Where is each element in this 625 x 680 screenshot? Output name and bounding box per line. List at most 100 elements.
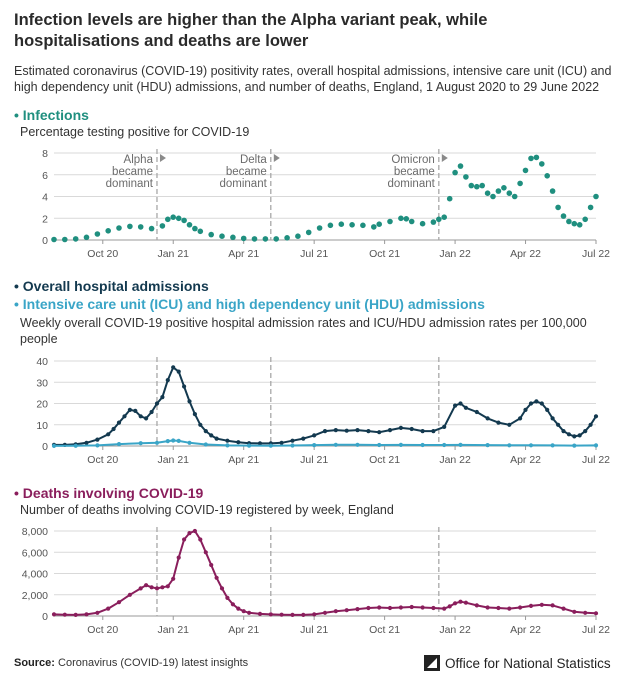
deaths-involving-covid-19-point [387, 605, 393, 611]
deaths-involving-covid-19-point [485, 605, 490, 610]
icu-hdu-admissions-point [398, 442, 403, 447]
overall-hospital-admissions-point [528, 401, 534, 406]
overall-hospital-admissions-point [160, 395, 165, 400]
hospital-x-tick-label: Jul 22 [582, 454, 610, 466]
icu-hdu-admissions-point [290, 443, 295, 448]
icu-hdu-admissions-point [377, 442, 382, 448]
hospital-x-tick-label: Oct 20 [87, 454, 118, 466]
deaths-involving-covid-19-point [539, 602, 544, 607]
deaths-chart: 0 2,000 4,000 6,000 8,000 Oct 20 Jan 21 Apr 21 J… [22, 526, 610, 636]
deaths-involving-covid-19-point [127, 592, 132, 597]
infections-point [452, 169, 458, 176]
overall-hospital-admissions-point [550, 416, 555, 421]
ons-logo-text: Office for National Statistics [445, 655, 611, 671]
deaths-involving-covid-19-point [458, 599, 463, 604]
variant-arrow-icon [273, 154, 280, 162]
infections-point [582, 216, 588, 223]
overall-hospital-admissions-point [463, 405, 468, 410]
infections-y-tick-label: 0 [42, 235, 48, 247]
infections-point [181, 217, 187, 224]
infections-point [327, 222, 334, 229]
deaths-involving-covid-19-point [322, 610, 328, 615]
infections-point [576, 222, 583, 228]
deaths-x-tick-label: Jan 21 [157, 624, 189, 636]
infections-point [208, 231, 214, 238]
infections-point [192, 225, 198, 232]
deaths-y-tick-label: 6,000 [22, 547, 48, 559]
overall-hospital-admissions-point [192, 412, 197, 417]
deaths-involving-covid-19-point [165, 584, 170, 589]
deaths-x-tick-label: Oct 20 [87, 624, 118, 636]
infections-point [436, 216, 442, 223]
deaths-involving-covid-19-point [431, 605, 436, 611]
deaths-involving-covid-19-point [236, 606, 241, 611]
infections-point [94, 231, 101, 237]
overall-hospital-admissions-point [236, 440, 241, 445]
overall-hospital-admissions-point [127, 407, 132, 412]
infections-point [593, 193, 599, 200]
hospital-y-tick-label: 20 [36, 399, 48, 411]
infections-point [338, 221, 345, 227]
overall-hospital-admissions-point [409, 426, 414, 432]
deaths-involving-covid-19-point [73, 612, 78, 618]
infections-point [544, 173, 550, 179]
overall-hospital-admissions-point [496, 420, 501, 425]
icu-hdu-admissions-point [485, 443, 490, 448]
infections-point [360, 222, 366, 229]
deaths-involving-covid-19-point [312, 612, 317, 617]
overall-hospital-admissions-point [333, 428, 338, 433]
deaths-x-tick-label: Apr 22 [510, 624, 541, 636]
deaths-involving-covid-19-point [214, 575, 219, 580]
deaths-involving-covid-19-point [203, 550, 208, 555]
overall-hospital-admissions-point [198, 422, 203, 427]
icu-hdu-admissions-point [528, 443, 534, 448]
infections-point [116, 225, 122, 231]
hospital-x-tick-label: Oct 21 [369, 454, 400, 466]
variant-annotation-label: dominant [388, 178, 436, 190]
infections-title-text: Infections [22, 107, 89, 123]
deaths-involving-covid-19-point [247, 610, 252, 615]
source-label: Source: [14, 657, 55, 669]
footer-source: Source: Coronavirus (COVID-19) latest in… [14, 657, 248, 669]
deaths-involving-covid-19-point [507, 606, 512, 611]
overall-hospital-admissions-point [507, 422, 512, 427]
deaths-involving-covid-19-point [355, 607, 360, 612]
icu-hdu-admissions-point [171, 438, 176, 443]
overall-hospital-admissions-point [545, 407, 550, 412]
deaths-involving-covid-19-point [160, 585, 165, 590]
hospital-x-tick-label: Apr 22 [510, 454, 541, 466]
variant-annotation-label: dominant [219, 178, 267, 190]
deaths-title-text: Deaths involving COVID-19 [22, 485, 204, 501]
infections-point [148, 225, 155, 232]
icu-hdu-admissions-point [355, 442, 360, 447]
overall-hospital-admissions-point [593, 414, 599, 419]
overall-hospital-admissions-point [312, 433, 317, 438]
intro-text: Estimated coronavirus (COVID-19) positiv… [14, 64, 612, 94]
hospital-subtitle: Weekly overall COVID-19 positive hospita… [20, 316, 587, 346]
infections-point [186, 222, 193, 228]
deaths-title: • Deaths involving COVID-19 [14, 485, 204, 501]
deaths-involving-covid-19-point [420, 605, 425, 610]
icu-hdu-admissions-point [268, 443, 273, 448]
icu-hdu-admissions-point [458, 442, 463, 447]
infections-point [539, 161, 545, 167]
infections-point [175, 215, 182, 222]
infections-x-tick-label: Oct 20 [87, 248, 118, 260]
overall-hospital-admissions-point [474, 409, 479, 415]
deaths-x-tick-label: Jul 22 [582, 624, 610, 636]
overall-hospital-admissions-point [344, 428, 349, 433]
infections-x-tick-label: Oct 21 [369, 248, 400, 260]
icu-hdu-admissions-point [51, 443, 57, 448]
deaths-y-tick-label: 0 [42, 611, 48, 623]
icu-hdu-admissions-point [73, 443, 78, 448]
deaths-involving-covid-19-point [116, 600, 122, 605]
infections-point [295, 233, 301, 239]
infections-point [219, 233, 225, 239]
deaths-involving-covid-19-point [447, 604, 452, 609]
infections-point [468, 182, 475, 189]
overall-hospital-admissions-line [54, 366, 597, 446]
deaths-involving-covid-19-point [171, 576, 176, 581]
overall-hospital-admissions-point [387, 428, 393, 433]
infections-title: • Infections [14, 107, 89, 123]
deaths-involving-covid-19-point [241, 609, 246, 614]
